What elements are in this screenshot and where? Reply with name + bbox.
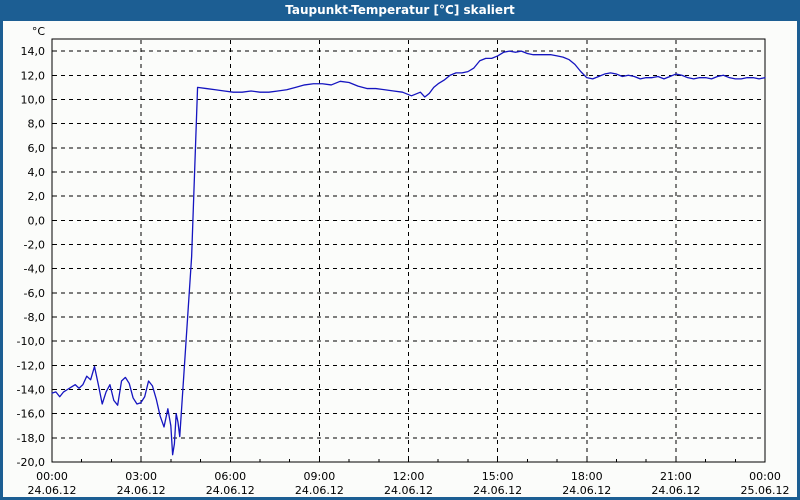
x-axis-tick-labels: 00:0024.06.1203:0024.06.1206:0024.06.120…: [28, 470, 790, 497]
data-series-line: [51, 50, 766, 456]
dewpoint-temperature-line-chart: 14,0 12,0 10,0 8,0 6,0 4,0 2,0 0,0 -2,0 -4,0 -6,0 -…: [3, 21, 797, 497]
y-axis-tick-label: 0,0: [28, 214, 46, 227]
x-axis-date-label: 24.06.12: [206, 484, 255, 497]
x-axis-time-label: 18:00: [571, 470, 603, 483]
x-axis-date-label: 24.06.12: [384, 484, 433, 497]
y-axis-tick-marks: [52, 50, 57, 463]
y-axis-tick-label: 2,0: [28, 190, 46, 203]
y-axis-tick-labels: 14,0 12,0 10,0 8,0 6,0 4,0 2,0 0,0 -2,0 -4,0 -6,0 -…: [17, 45, 45, 469]
y-axis-tick-label: -20,0: [17, 456, 45, 469]
x-axis-tick-marks: [51, 456, 766, 462]
x-axis-time-label: 21:00: [660, 470, 692, 483]
x-axis-time-label: 15:00: [482, 470, 514, 483]
y-axis-tick-label: -8,0: [24, 311, 45, 324]
x-axis-time-label: 09:00: [304, 470, 336, 483]
y-axis-tick-label: -14,0: [17, 383, 45, 396]
x-axis-time-label: 12:00: [393, 470, 425, 483]
y-axis-tick-label: -2,0: [24, 238, 45, 251]
x-axis-date-label: 24.06.12: [473, 484, 522, 497]
x-axis-date-label: 24.06.12: [562, 484, 611, 497]
x-axis-time-label: 03:00: [125, 470, 157, 483]
y-axis-tick-label: 8,0: [28, 118, 46, 131]
y-axis-tick-label: -12,0: [17, 359, 45, 372]
data-series-group: [51, 50, 766, 456]
y-axis-tick-label: 4,0: [28, 166, 46, 179]
x-axis-date-label: 24.06.12: [117, 484, 166, 497]
vertical-gridlines: [140, 40, 677, 461]
window-title-bar: Taupunkt-Temperatur [°C] skaliert: [0, 0, 800, 21]
x-axis-date-label: 25.06.12: [741, 484, 790, 497]
y-axis-tick-label: -18,0: [17, 432, 45, 445]
chart-background: [3, 21, 797, 497]
y-axis-tick-label: 12,0: [21, 69, 46, 82]
x-axis-date-label: 24.06.12: [295, 484, 344, 497]
x-axis-time-label: 00:00: [36, 470, 68, 483]
x-axis-time-label: 06:00: [214, 470, 246, 483]
x-axis-time-label: 00:00: [749, 470, 781, 483]
x-axis-date-label: 24.06.12: [28, 484, 77, 497]
x-axis-date-label: 24.06.12: [651, 484, 700, 497]
y-axis-tick-label: 14,0: [21, 45, 46, 58]
y-axis-tick-label: -6,0: [24, 287, 45, 300]
y-axis-tick-label: -16,0: [17, 408, 45, 421]
y-axis-tick-label: 10,0: [21, 93, 46, 106]
chart-plot-area: 14,0 12,0 10,0 8,0 6,0 4,0 2,0 0,0 -2,0 -4,0 -6,0 -…: [3, 21, 797, 497]
y-axis-tick-label: 6,0: [28, 142, 46, 155]
y-axis-tick-label: -4,0: [24, 263, 45, 276]
y-axis-unit-label: °C: [32, 25, 46, 38]
y-axis-tick-label: -10,0: [17, 335, 45, 348]
